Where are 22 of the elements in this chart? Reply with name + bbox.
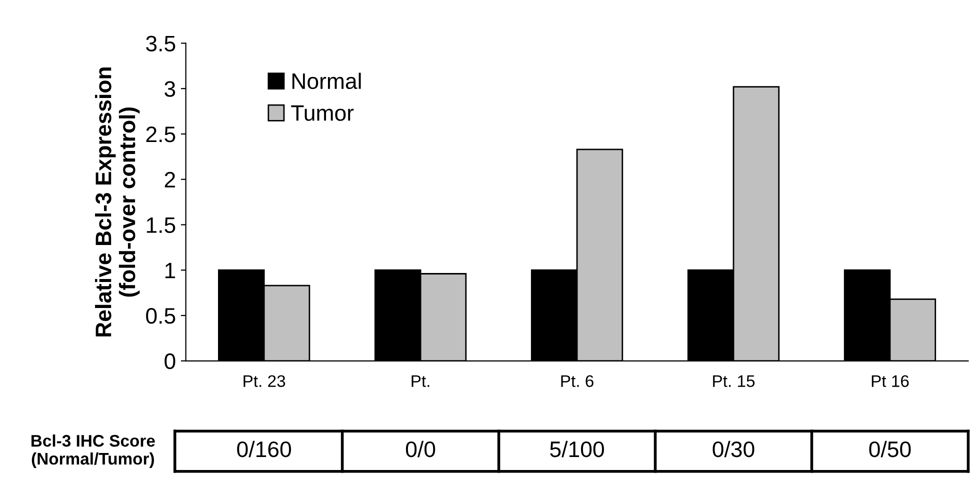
text: 0/50 <box>869 440 911 458</box>
y-tick-label: 2.5 <box>146 126 176 142</box>
legend-label: Tumor <box>291 105 354 121</box>
y-tick-label: 3 <box>164 81 176 97</box>
text: 0/30 <box>712 440 754 458</box>
y-tick-label: 2 <box>164 172 175 188</box>
text: 0/160 <box>237 440 291 458</box>
y-tick-label: 1 <box>165 262 176 278</box>
text: 0/0 <box>406 440 436 458</box>
text: 5/100 <box>550 440 604 458</box>
x-tick-label: Pt. 15 <box>713 375 755 388</box>
x-tick-label: Pt. 6 <box>561 375 594 388</box>
x-tick-label: Pt. 23 <box>244 375 286 388</box>
y-tick-label: 0.5 <box>146 308 176 324</box>
y-axis-title: Relative Bcl-3 Expression (fold-over control) <box>95 68 140 336</box>
x-tick-label: Pt. <box>412 375 430 387</box>
y-tick-label: 0 <box>164 353 176 370</box>
x-tick-label: Pt 16 <box>872 375 909 388</box>
y-tick-label: 1.5 <box>146 218 176 234</box>
text: Bcl-3 IHC Score (Normal/Tumor) <box>32 434 155 468</box>
legend-label: Normal <box>292 72 361 90</box>
y-tick-label: 3.5 <box>146 36 176 52</box>
